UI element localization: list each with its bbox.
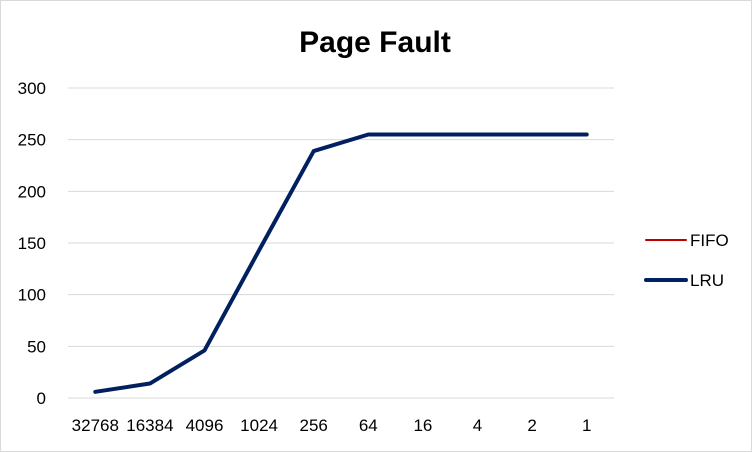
legend: FIFO LRU [644,231,729,290]
y-tick-label: 50 [27,337,46,356]
data-point-lru [204,350,205,351]
legend-label-lru: LRU [690,271,724,290]
data-point-lru [95,391,96,392]
y-tick-label: 0 [37,389,46,408]
x-tick-label: 16 [413,416,432,435]
data-point-lru [149,383,150,384]
data-point-lru [368,134,369,135]
y-tick-label: 250 [18,131,46,150]
y-axis-tick-labels: 0 50 100 150 200 250 300 [18,79,46,408]
data-point-lru [422,134,423,135]
x-tick-label: 256 [300,416,328,435]
gridlines [68,87,614,399]
x-tick-label: 4096 [186,416,224,435]
series-line-fifo [94,133,588,393]
series-line-lru [93,132,589,394]
series-lines [93,132,589,394]
data-point-lru [532,134,533,135]
x-tick-label: 4 [473,416,482,435]
data-point-lru [586,134,587,135]
legend-label-fifo: FIFO [690,231,729,250]
x-axis-tick-labels: 32768 16384 4096 1024 256 64 16 4 2 1 [72,416,592,435]
x-tick-label: 1 [582,416,591,435]
y-tick-label: 100 [18,286,46,305]
data-point-lru [259,250,260,251]
x-tick-label: 2 [527,416,536,435]
chart-title: Page Fault [299,26,451,59]
x-tick-label: 1024 [240,416,278,435]
y-tick-label: 200 [18,182,46,201]
x-tick-label: 64 [359,416,378,435]
x-tick-label: 16384 [126,416,173,435]
data-point-lru [313,151,314,152]
y-tick-label: 150 [18,234,46,253]
x-tick-label: 32768 [72,416,119,435]
data-point-lru [477,134,478,135]
y-tick-label: 300 [18,79,46,98]
